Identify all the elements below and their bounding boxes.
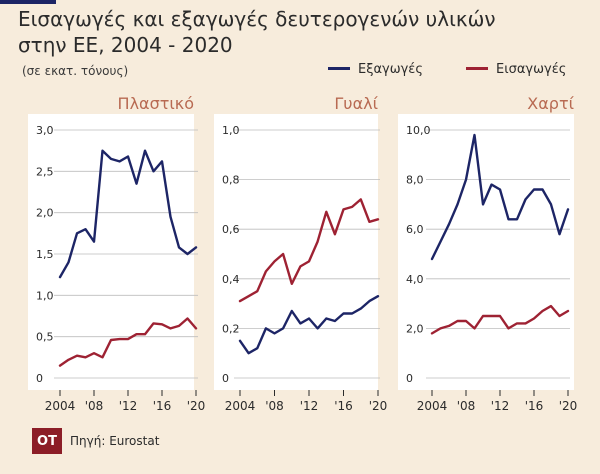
legend-label-imports: Εισαγωγές: [496, 62, 567, 77]
y-tick-label-paper: 6,0: [406, 223, 424, 236]
title-line-2: στην ΕΕ, 2004 - 2020: [18, 33, 233, 57]
legend-swatch-exports: [328, 66, 350, 70]
x-tick-label-glass: '08: [265, 399, 284, 413]
series-line-exports-paper: [430, 133, 570, 261]
series-line-imports-plastic: [58, 317, 198, 367]
legend-label-exports: Εξαγωγές: [358, 62, 423, 77]
y-tick-label-paper: 4,0: [406, 273, 424, 286]
source-note: Πηγή: Eurostat: [70, 434, 160, 448]
legend: Εξαγωγές Εισαγωγές: [300, 62, 590, 80]
y-tick-label-paper: 10,0: [406, 124, 431, 137]
legend-item-exports: Εξαγωγές: [328, 62, 423, 77]
y-tick-label-plastic: 3,0: [36, 124, 54, 137]
x-tick-label-plastic: '12: [119, 399, 138, 413]
y-tick-label-glass: 0,8: [222, 174, 240, 187]
series-line-exports-plastic: [58, 149, 198, 279]
chart-title: Εισαγωγές και εξαγωγές δευτερογενών υλικ…: [18, 6, 578, 58]
x-tick-label-plastic: 2004: [45, 399, 76, 413]
series-line-exports-glass: [238, 295, 380, 355]
x-tick-label-paper: '20: [559, 399, 578, 413]
x-tick-label-plastic: '20: [187, 399, 206, 413]
y-tick-label-plastic: 0,5: [36, 331, 54, 344]
y-tick-label-plastic: 1,5: [36, 248, 54, 261]
x-tick-label-glass: '20: [369, 399, 388, 413]
panel-background-paper: [398, 114, 574, 390]
x-tick-label-paper: '16: [525, 399, 544, 413]
x-tick-label-glass: 2004: [225, 399, 256, 413]
y-tick-label-glass: 0,2: [222, 322, 240, 335]
y-tick-label-plastic: 1,0: [36, 289, 54, 302]
y-tick-label-glass: 1,0: [222, 124, 240, 137]
series-line-imports-paper: [430, 304, 570, 335]
x-tick-label-glass: '16: [334, 399, 353, 413]
y-tick-label-glass: 0,6: [222, 223, 240, 236]
x-tick-label-glass: '12: [300, 399, 319, 413]
y-tick-label-plastic: 2,0: [36, 207, 54, 220]
x-tick-label-plastic: '16: [153, 399, 172, 413]
y-tick-label-glass: 0,4: [222, 273, 240, 286]
top-accent-rule: [0, 0, 56, 4]
ot-logo: OT: [32, 428, 62, 454]
panel-title-plastic: Πλαστικό: [117, 94, 194, 113]
y-tick-label-paper: 8,0: [406, 174, 424, 187]
legend-swatch-imports: [466, 66, 488, 70]
y-tick-label-paper: 0: [406, 372, 413, 385]
title-line-1: Εισαγωγές και εξαγωγές δευτερογενών υλικ…: [18, 7, 496, 31]
y-tick-label-paper: 2,0: [406, 322, 424, 335]
unit-label: (σε εκατ. τόνους): [22, 64, 129, 78]
x-tick-label-paper: '08: [457, 399, 476, 413]
y-tick-label-glass: 0: [222, 372, 229, 385]
legend-item-imports: Εισαγωγές: [466, 62, 566, 77]
y-tick-label-plastic: 2,5: [36, 165, 54, 178]
panel-title-paper: Χαρτί: [527, 94, 574, 113]
x-tick-label-paper: '12: [491, 399, 510, 413]
x-tick-label-paper: 2004: [417, 399, 448, 413]
series-line-imports-glass: [238, 198, 380, 303]
x-tick-label-plastic: '08: [85, 399, 104, 413]
panel-title-glass: Γυαλί: [334, 94, 378, 113]
y-tick-label-plastic: 0: [36, 372, 43, 385]
panel-background-glass: [214, 114, 378, 390]
